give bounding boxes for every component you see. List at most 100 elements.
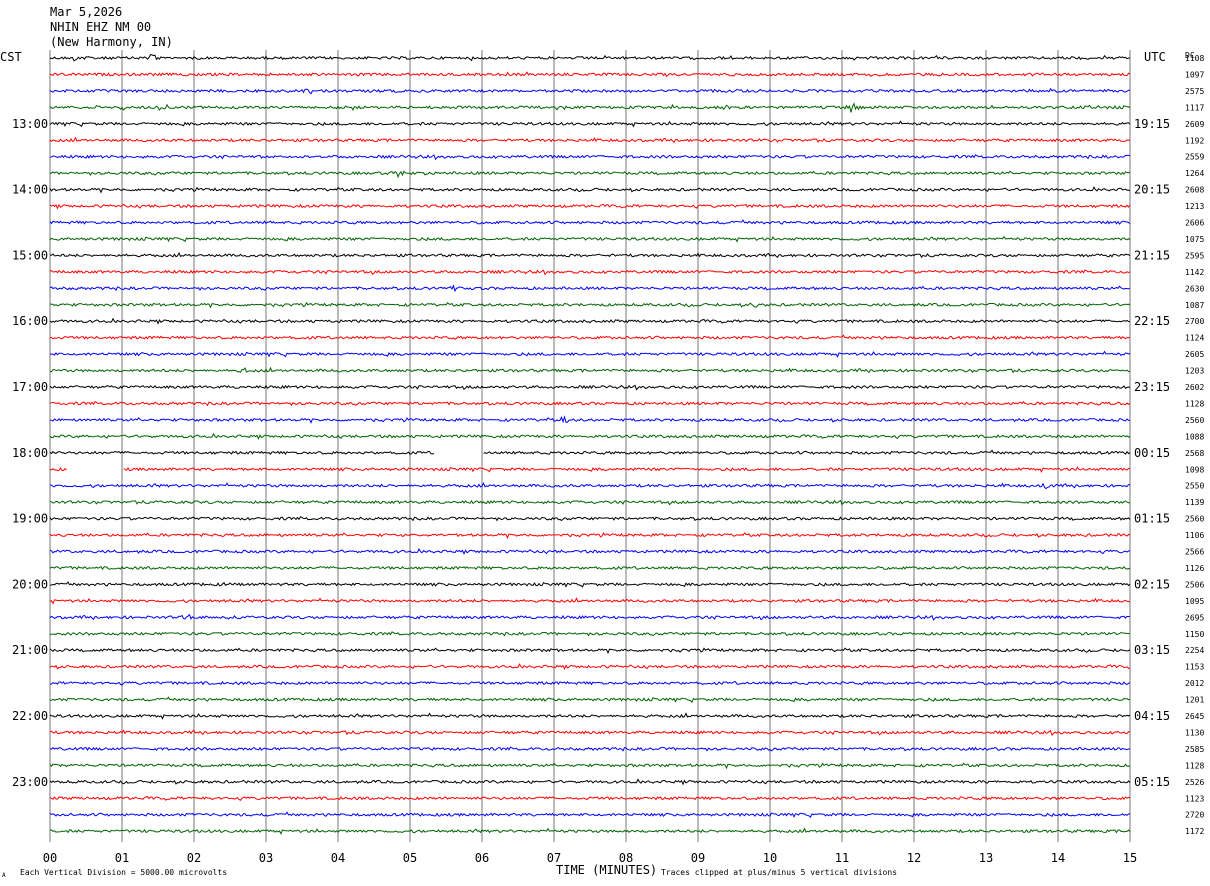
dc-offset-label: 2630	[1185, 284, 1204, 293]
trace-line-47	[49, 827, 1131, 835]
dc-offset-labels: 1108 1097 2575 1117 2609 1192 2559 1264 2608 1213…	[1185, 54, 1204, 836]
dc-offset-label: 1098	[1185, 465, 1204, 474]
right-hour-label: 00:15	[1134, 446, 1170, 460]
trace-line-31	[49, 565, 1131, 571]
dc-offset-label: 2566	[1185, 548, 1204, 557]
right-zone-label: UTC	[1144, 50, 1166, 64]
trace-line-25	[49, 466, 1131, 473]
dc-offset-label: 2559	[1185, 153, 1204, 162]
trace-line-3	[49, 102, 1131, 113]
trace-line-33	[49, 597, 1131, 605]
dc-offset-label: 1264	[1185, 169, 1204, 178]
header-date: Mar 5,2026	[50, 5, 122, 19]
dc-offset-label: 1139	[1185, 498, 1204, 507]
dc-offset-label: 2595	[1185, 251, 1204, 260]
dc-offset-label: 1123	[1185, 794, 1204, 803]
dc-offset-label: 1087	[1185, 301, 1204, 310]
header-station: NHIN EHZ NM 00	[50, 20, 151, 34]
dc-offset-label: 1088	[1185, 432, 1204, 441]
dc-offset-label: 1130	[1185, 728, 1204, 737]
trace-line-32	[49, 581, 1131, 588]
trace-line-41	[49, 729, 1131, 736]
dc-offset-label: 1192	[1185, 136, 1204, 145]
trace-line-36	[49, 647, 1131, 655]
trace-line-43	[49, 762, 1131, 770]
x-tick-label: 07	[547, 851, 561, 865]
x-tick-label: 05	[403, 851, 417, 865]
left-hour-label: 13:00	[12, 117, 48, 131]
trace-line-35	[49, 631, 1131, 637]
trace-line-6	[49, 154, 1131, 161]
left-hour-label: 15:00	[12, 248, 48, 262]
trace-line-30	[49, 548, 1131, 556]
dc-offset-label: 1106	[1185, 531, 1204, 540]
dc-offset-label: 2720	[1185, 811, 1204, 820]
trace-line-22	[49, 415, 1131, 424]
x-tick-label: 15	[1123, 851, 1137, 865]
x-tick-label: 09	[691, 851, 705, 865]
trace-line-26	[49, 481, 1131, 490]
trace-line-11	[49, 235, 1131, 243]
dc-offset-label: 1128	[1185, 761, 1204, 770]
dc-offset-label: 1153	[1185, 663, 1204, 672]
left-hour-label: 23:00	[12, 775, 48, 789]
trace-line-45	[49, 796, 1131, 801]
dc-offset-label: 1075	[1185, 235, 1204, 244]
trace-line-12	[49, 251, 1131, 259]
x-tick-label: 00	[43, 851, 57, 865]
trace-line-15	[49, 301, 1131, 309]
right-hour-label: 02:15	[1134, 577, 1170, 591]
left-hour-label: 14:00	[12, 183, 48, 197]
trace-line-17	[49, 334, 1131, 340]
dc-offset-label: 1150	[1185, 630, 1204, 639]
left-hour-label: 22:00	[12, 709, 48, 723]
trace-line-4	[49, 120, 1131, 128]
left-hour-label: 19:00	[12, 512, 48, 526]
left-hour-label: 20:00	[12, 577, 48, 591]
trace-line-5	[49, 136, 1131, 143]
right-hour-label: 01:15	[1134, 512, 1170, 526]
right-hour-label: 03:15	[1134, 643, 1170, 657]
right-hour-labels: 19:15 20:15 21:15 22:15 23:15 00:15 01:15 02:15…	[1134, 117, 1170, 789]
trace-line-10	[49, 219, 1131, 225]
left-hour-label: 16:00	[12, 314, 48, 328]
x-tick-label: 02	[187, 851, 201, 865]
x-axis-ticks: 00 01 02 03 04 05 06 07 08 09 10 11 12 13 14 15	[43, 851, 1137, 865]
dc-offset-label: 1117	[1185, 103, 1204, 112]
dc-offset-label: 2609	[1185, 120, 1204, 129]
x-tick-label: 11	[835, 851, 849, 865]
right-hour-label: 04:15	[1134, 709, 1170, 723]
dc-offset-label: 2568	[1185, 449, 1204, 458]
dc-offset-label: 2700	[1185, 317, 1204, 326]
dc-offset-label: 2602	[1185, 383, 1204, 392]
dc-offset-label: 1095	[1185, 597, 1204, 606]
trace-line-18	[50, 350, 1131, 358]
trace-line-1	[49, 71, 1131, 78]
dc-offset-label: 2506	[1185, 580, 1204, 589]
dc-offset-label: 1203	[1185, 367, 1204, 376]
trace-line-14	[49, 284, 1131, 293]
left-hour-label: 17:00	[12, 380, 48, 394]
trace-line-27	[49, 499, 1131, 506]
x-tick-label: 03	[259, 851, 273, 865]
trace-line-19	[49, 366, 1131, 374]
trace-line-38	[49, 680, 1131, 686]
trace-line-13	[49, 269, 1131, 276]
trace-line-21	[49, 400, 1131, 407]
trace-line-24	[49, 449, 1131, 456]
left-zone-label: CST	[0, 50, 22, 64]
dc-offset-label: 2606	[1185, 219, 1204, 228]
trace-line-9	[49, 203, 1131, 210]
dc-offset-label: 1142	[1185, 268, 1204, 277]
trace-line-28	[49, 516, 1131, 522]
trace-line-42	[49, 746, 1131, 752]
x-tick-label: 14	[1051, 851, 1065, 865]
header-location: (New Harmony, IN)	[50, 35, 173, 49]
right-hour-label: 20:15	[1134, 183, 1170, 197]
dc-label: DC	[1185, 51, 1195, 60]
dc-offset-label: 2560	[1185, 515, 1204, 524]
dc-offset-label: 1126	[1185, 564, 1204, 573]
x-axis-label: TIME (MINUTES)	[556, 863, 657, 877]
dc-offset-label: 2608	[1185, 186, 1204, 195]
